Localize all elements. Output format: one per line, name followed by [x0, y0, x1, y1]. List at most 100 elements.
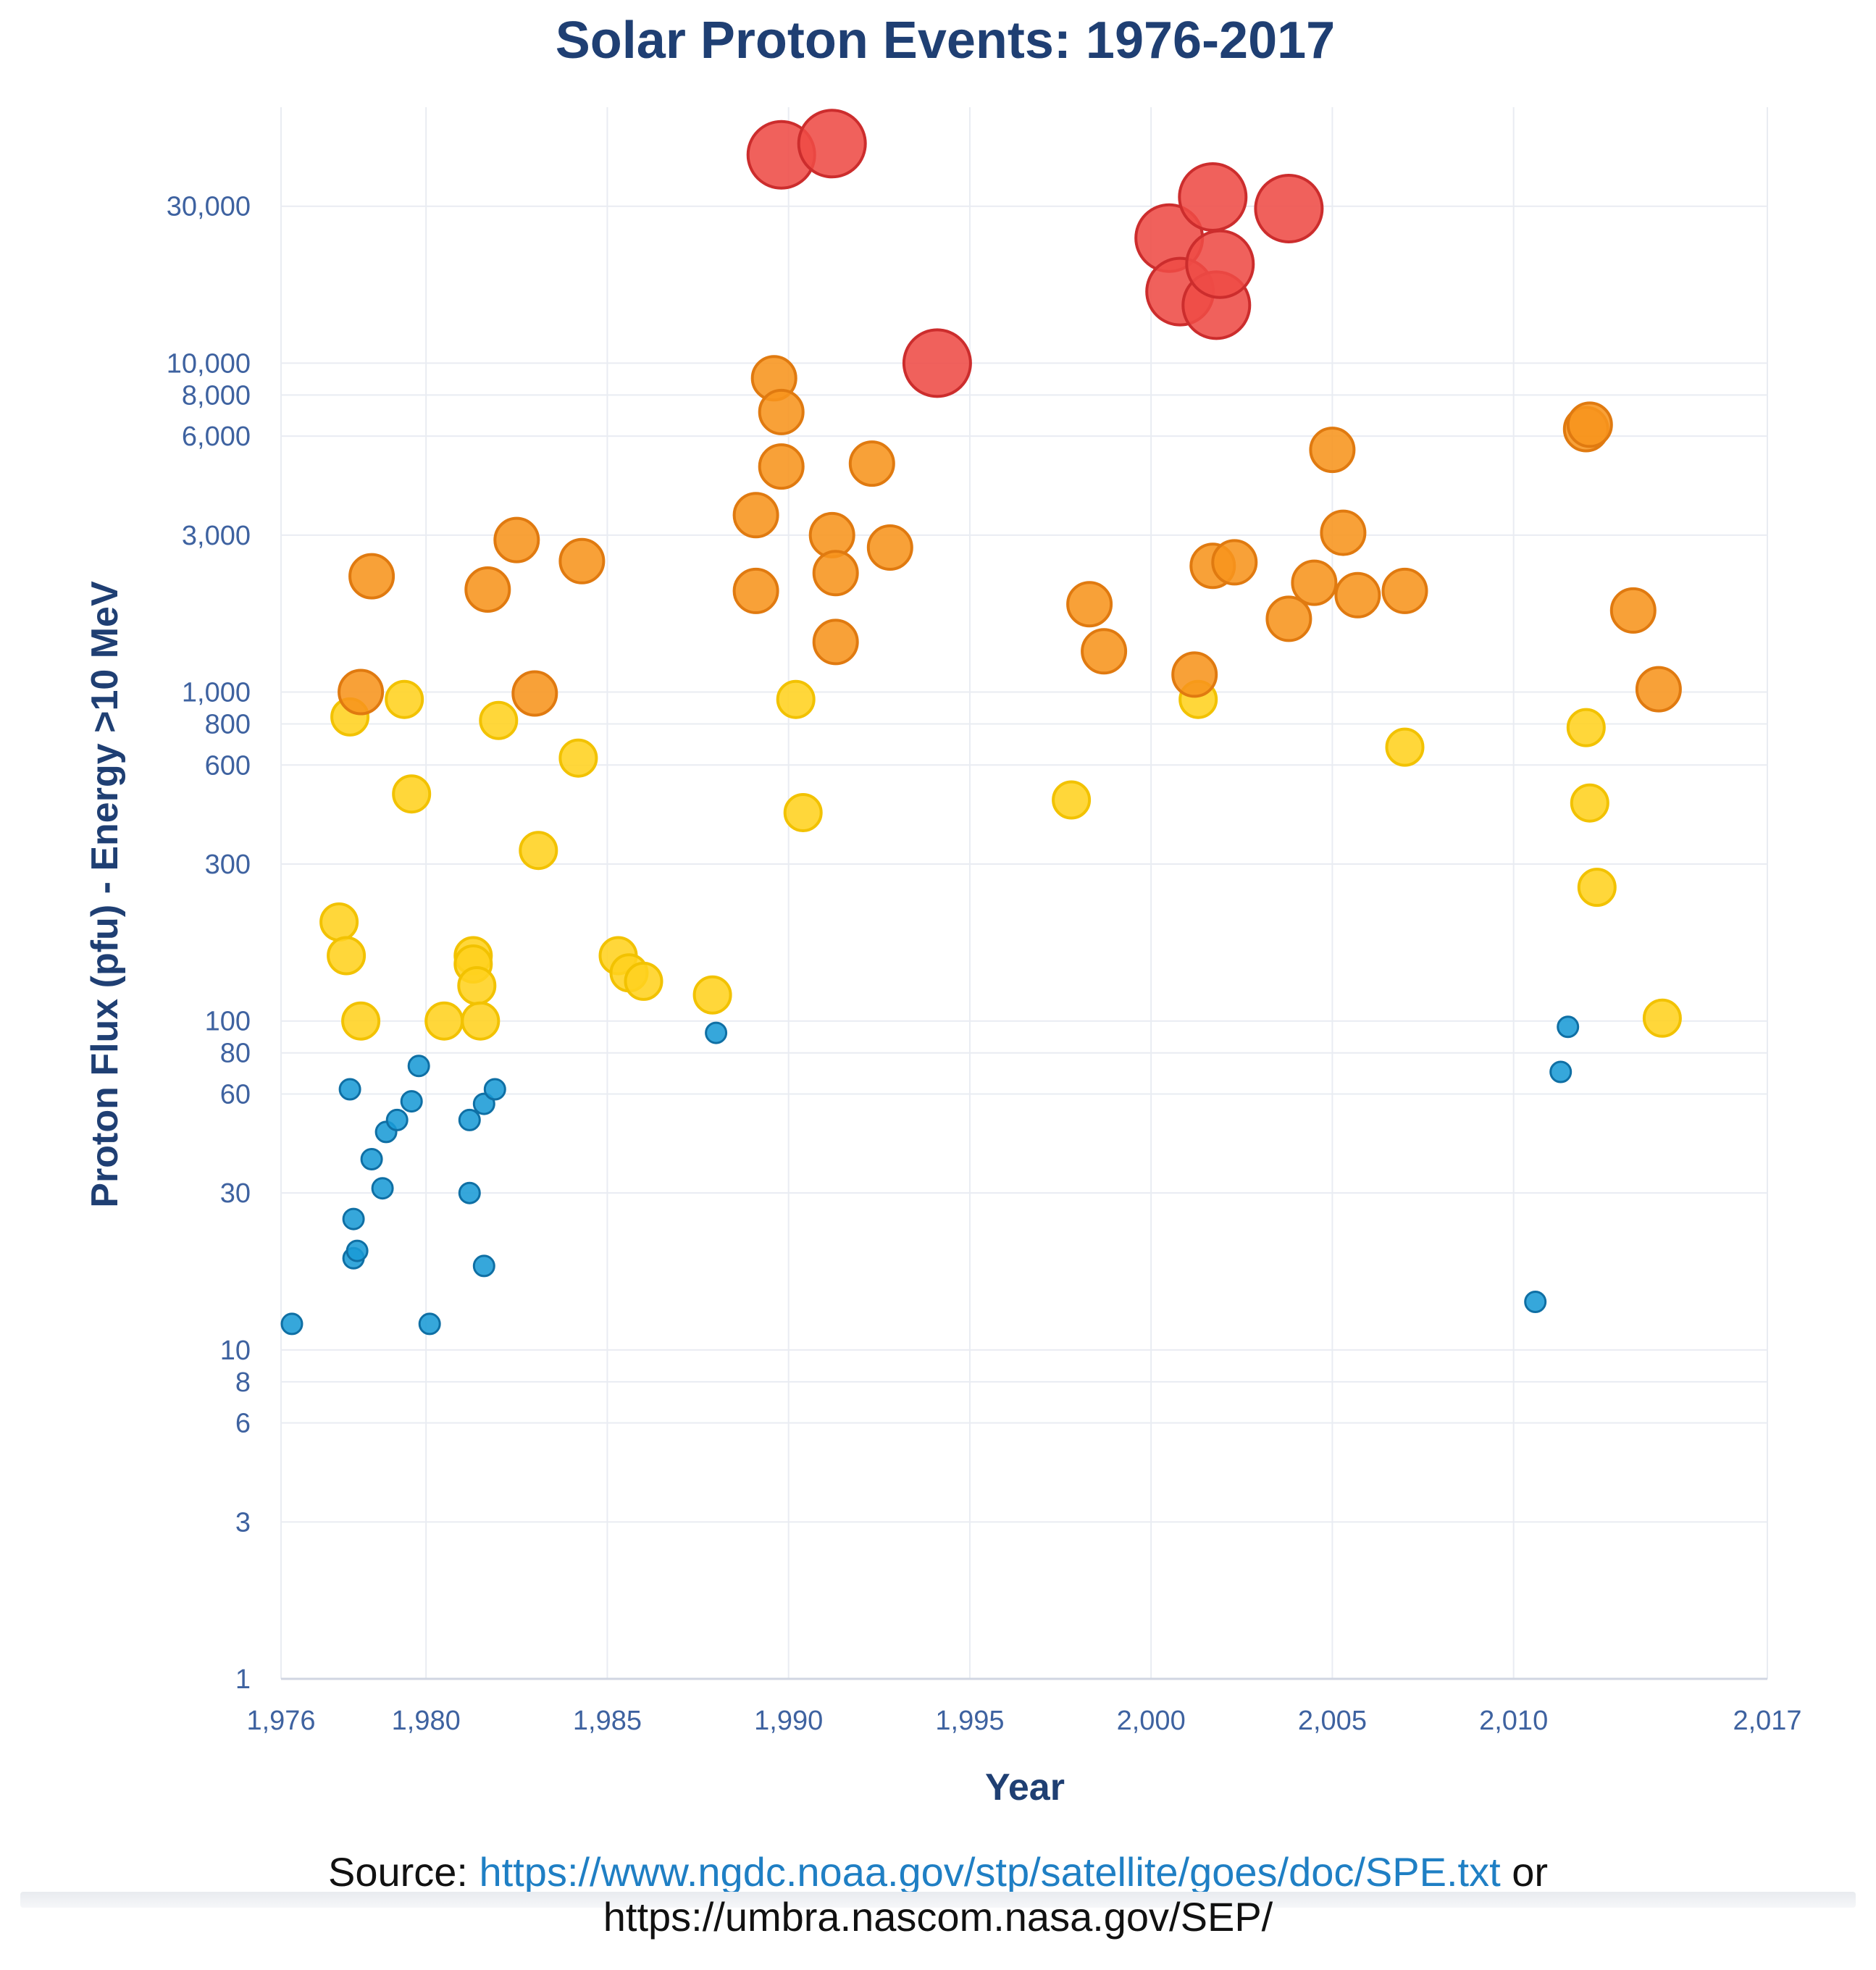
data-point — [319, 902, 359, 942]
data-point — [1566, 401, 1613, 448]
data-point — [493, 516, 540, 563]
data-point — [338, 668, 385, 716]
data-point — [1334, 571, 1381, 619]
data-point — [1265, 595, 1312, 642]
source-prefix: Source: — [327, 1849, 480, 1895]
y-tick-label: 8,000 — [182, 380, 251, 411]
data-point — [1609, 587, 1657, 634]
data-point — [1171, 651, 1218, 698]
data-point — [479, 700, 519, 740]
data-point — [341, 1001, 381, 1041]
data-point — [1385, 727, 1425, 767]
source-link-ngdc[interactable]: https://www.ngdc.noaa.gov/stp/satellite/… — [479, 1849, 1501, 1895]
y-tick-label: 30,000 — [167, 192, 251, 222]
data-point — [783, 793, 823, 832]
data-point — [1178, 162, 1248, 232]
y-tick-label: 300 — [205, 850, 251, 880]
data-points — [280, 109, 1682, 1336]
data-point — [624, 961, 663, 1001]
source-line-2: https://umbra.nascom.nasa.gov/SEP/ — [0, 1893, 1876, 1940]
data-point — [457, 966, 497, 1005]
source-connector: or — [1500, 1849, 1549, 1895]
y-tick-label: 600 — [205, 750, 251, 781]
data-point — [1524, 1291, 1547, 1313]
x-tick-label: 1,990 — [754, 1706, 823, 1736]
y-tick-label: 30 — [220, 1178, 251, 1209]
y-tick-label: 60 — [220, 1079, 251, 1110]
y-tick-label: 6 — [235, 1409, 251, 1439]
data-point — [1081, 628, 1128, 675]
data-point — [1066, 581, 1113, 628]
y-tick-label: 800 — [205, 710, 251, 740]
data-point — [458, 1108, 481, 1131]
data-point — [758, 388, 805, 435]
data-point — [385, 679, 424, 719]
data-point — [866, 524, 913, 571]
data-point — [418, 1312, 441, 1336]
y-tick-label: 80 — [220, 1039, 251, 1069]
data-point — [458, 1181, 481, 1204]
data-point — [1254, 174, 1324, 243]
data-point — [776, 679, 816, 719]
data-point — [1642, 998, 1682, 1038]
data-point — [348, 553, 395, 600]
data-point — [1566, 708, 1606, 747]
chart-title: Solar Proton Events: 1976-2017 — [556, 12, 1335, 70]
data-point — [902, 328, 972, 398]
x-tick-label: 1,976 — [246, 1706, 315, 1736]
y-tick-label: 8 — [235, 1367, 251, 1398]
x-tick-label: 2,000 — [1117, 1706, 1186, 1736]
data-point — [558, 738, 598, 778]
source-link-umbra[interactable]: https://umbra.nascom.nasa.gov/SEP/ — [603, 1894, 1273, 1940]
data-point — [371, 1177, 394, 1200]
data-point — [758, 443, 805, 490]
data-point — [1557, 1015, 1580, 1039]
data-point — [342, 1207, 365, 1231]
data-point — [1549, 1060, 1573, 1084]
data-point — [519, 831, 558, 871]
data-point — [1577, 868, 1617, 908]
data-point — [732, 567, 779, 614]
y-tick-label: 100 — [205, 1007, 251, 1037]
data-point — [346, 1239, 369, 1262]
y-tick-label: 3,000 — [182, 521, 251, 551]
data-point — [327, 936, 367, 976]
data-point — [483, 1078, 506, 1101]
source-line-1: Source: https://www.ngdc.noaa.gov/stp/sa… — [0, 1848, 1876, 1895]
data-point — [360, 1148, 383, 1170]
data-point — [732, 492, 779, 539]
x-tick-label: 2,005 — [1298, 1706, 1367, 1736]
x-tick-label: 1,995 — [935, 1706, 1004, 1736]
data-point — [1291, 559, 1338, 606]
data-point — [692, 975, 732, 1015]
data-point — [705, 1021, 728, 1044]
y-tick-label: 3 — [235, 1507, 251, 1538]
data-point — [392, 774, 432, 814]
footer-divider — [20, 1892, 1856, 1908]
data-point — [812, 619, 859, 666]
data-point — [797, 109, 867, 179]
x-tick-label: 1,985 — [573, 1706, 642, 1736]
data-point — [1185, 229, 1255, 299]
x-tick-label: 1,980 — [392, 1706, 461, 1736]
data-point — [461, 1001, 501, 1041]
data-point — [385, 1108, 409, 1131]
data-point — [280, 1312, 303, 1336]
data-point — [424, 1001, 464, 1041]
data-point — [464, 566, 511, 613]
x-axis-title: Year — [985, 1766, 1065, 1808]
y-tick-label: 1 — [235, 1664, 251, 1695]
data-point — [1052, 780, 1092, 820]
y-axis-title: Proton Flux (pfu) - Energy >10 MeV — [84, 581, 126, 1208]
y-tick-label: 10 — [220, 1336, 251, 1366]
x-tick-label: 2,010 — [1479, 1706, 1548, 1736]
y-tick-label: 1,000 — [182, 678, 251, 708]
grid-lines — [280, 107, 1768, 1680]
data-point — [407, 1055, 430, 1078]
y-tick-label: 6,000 — [182, 422, 251, 452]
data-point — [812, 550, 859, 597]
data-point — [338, 1078, 361, 1101]
data-point — [1211, 539, 1258, 586]
